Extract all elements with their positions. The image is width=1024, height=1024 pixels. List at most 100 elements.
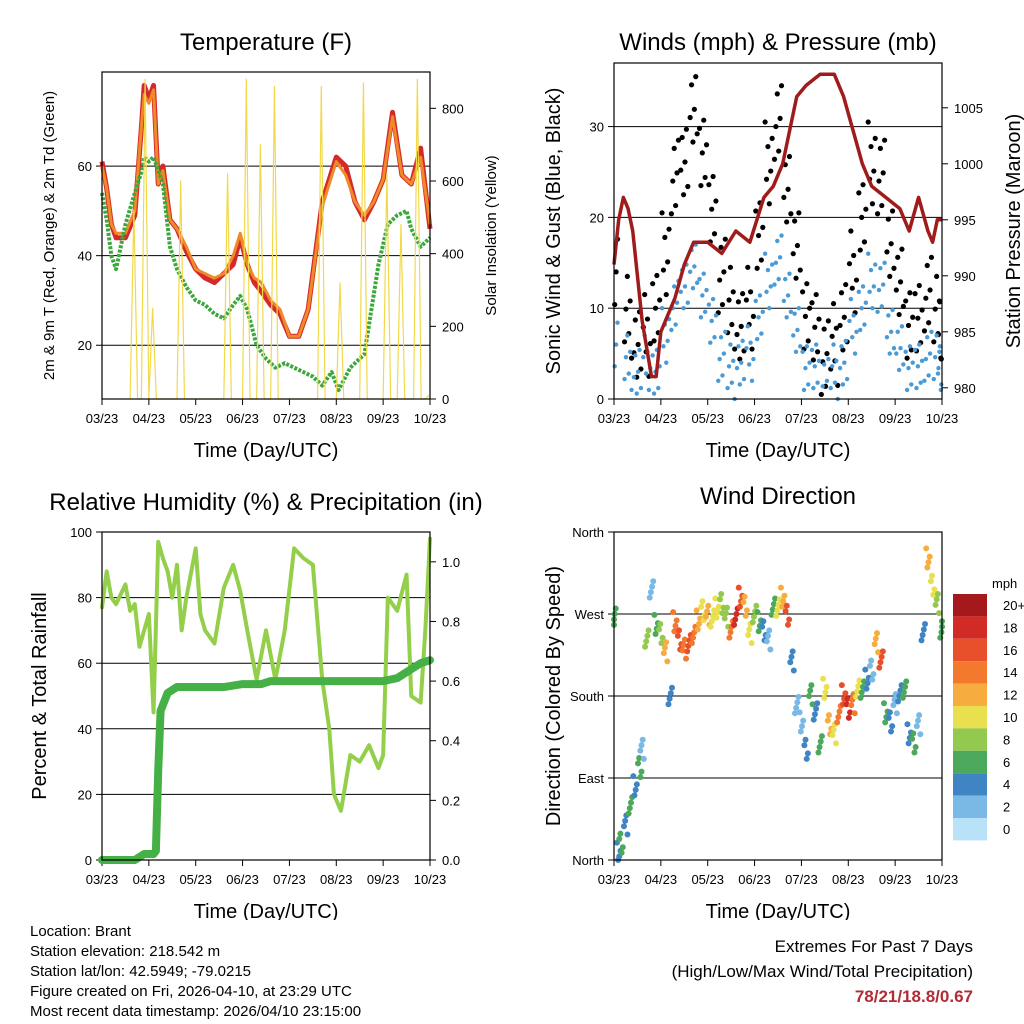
wind-blue-point: [798, 344, 803, 349]
wind-blue-point: [929, 329, 934, 334]
extremes-subtitle: (High/Low/Max Wind/Total Precipitation): [671, 962, 973, 981]
temp-series-orange: [100, 88, 432, 338]
wind-blue-point: [725, 385, 730, 391]
wind-blue-point: [731, 358, 736, 364]
wind-black-point: [838, 290, 845, 296]
wdir-xtick-label: 07/23: [785, 872, 818, 887]
wind-black-point: [755, 232, 762, 239]
direction-point: [773, 612, 780, 619]
wind-blue-point: [776, 276, 781, 282]
direction-point: [767, 646, 774, 653]
wind-black-point: [812, 324, 818, 330]
wind-black-point: [687, 114, 693, 121]
direction-point: [673, 617, 680, 624]
wind-blue-point: [751, 356, 756, 362]
direction-point: [622, 817, 629, 824]
direction-point: [911, 749, 918, 756]
wind-blue-point: [820, 384, 825, 389]
temp-xtick-label: 08/23: [320, 411, 353, 426]
direction-point: [616, 836, 623, 843]
direction-point: [760, 618, 767, 625]
wind-blue-point: [882, 260, 887, 265]
wind-black-point: [721, 269, 727, 275]
wind-blue-point: [651, 391, 657, 396]
wind-blue-point: [843, 338, 848, 344]
direction-point: [735, 584, 742, 591]
wind-black-point: [853, 277, 860, 283]
temp-xtick-label: 05/23: [179, 411, 212, 426]
wind-blue-point: [922, 378, 927, 384]
wind-y2tick-label: 995: [954, 213, 976, 228]
wdir-legend-label: 0: [1003, 822, 1010, 837]
direction-point: [721, 615, 728, 622]
wind-blue-point: [937, 344, 943, 349]
wind-black-point: [896, 311, 902, 318]
direction-point: [650, 578, 657, 585]
wind-black-point: [857, 247, 863, 253]
direction-point: [815, 749, 822, 756]
wind-black-point: [683, 126, 689, 132]
wind-black-point: [771, 156, 778, 162]
wind-blue-point: [637, 347, 642, 353]
wind-black-point: [747, 289, 754, 295]
wind-black-point: [934, 273, 940, 280]
direction-point: [637, 747, 644, 754]
direction-point: [784, 621, 791, 628]
wind-blue-point: [850, 335, 855, 340]
direction-point: [632, 786, 639, 793]
direction-point: [774, 607, 781, 614]
wind-blue-point: [740, 338, 745, 344]
wind-blue-point: [939, 382, 944, 387]
wind-blue-point: [737, 382, 743, 387]
direction-point: [733, 611, 740, 617]
wind-black-point: [833, 325, 839, 331]
wdir-xlabel: Time (Day/UTC): [706, 901, 851, 920]
wind-ytick-label: 20: [590, 210, 604, 225]
wind-black-point: [654, 272, 660, 279]
wind-black-point: [897, 279, 904, 285]
direction-point: [647, 589, 654, 596]
wind-black-point: [682, 159, 688, 165]
wind-black-point: [792, 218, 798, 224]
wind-black-point: [726, 297, 732, 303]
wind-ylabel: Sonic Wind & Gust (Blue, Black): [543, 88, 565, 375]
wind-blue-point: [656, 385, 661, 391]
wind-black-point: [860, 182, 866, 188]
wind-black-point: [904, 355, 910, 361]
wind-blue-point: [709, 318, 714, 324]
wind-blue-point: [713, 313, 719, 318]
direction-point: [862, 666, 869, 673]
direction-point: [754, 609, 761, 616]
rh-ytick-label: 80: [78, 591, 92, 606]
direction-point: [870, 671, 877, 678]
direction-point: [787, 659, 794, 666]
direction-point: [924, 564, 931, 571]
wind-black-point: [818, 391, 824, 398]
wdir-xtick-label: 09/23: [879, 872, 912, 887]
wdir-title: Wind Direction: [700, 483, 856, 510]
wind-black-point: [821, 326, 827, 332]
wind-black-point: [868, 143, 874, 150]
rh-xtick-label: 04/23: [133, 872, 166, 887]
wind-black-point: [670, 178, 676, 184]
direction-point: [890, 702, 897, 709]
direction-point: [770, 600, 777, 607]
wind-blue-point: [665, 338, 670, 344]
wind-black-point: [905, 322, 912, 329]
rh-title: Relative Humidity (%) & Precipitation (i…: [49, 489, 482, 516]
direction-point: [854, 688, 861, 695]
wind-ytick-label: 0: [597, 392, 604, 407]
direction-point: [694, 626, 701, 633]
wind-blue-point: [697, 276, 702, 282]
wind-blue-point: [898, 345, 903, 351]
temp-plot-area: [99, 78, 433, 400]
wind-blue-point: [926, 373, 931, 378]
wind-black-point: [678, 167, 684, 173]
wind-plot-area: [612, 72, 944, 402]
wind-black-point: [889, 208, 896, 214]
direction-point: [780, 598, 787, 605]
rh-y2tick-label: 0.4: [442, 734, 460, 749]
direction-point: [876, 664, 883, 671]
wdir-xtick-label: 03/23: [598, 872, 631, 887]
wdir-legend-swatch: [953, 683, 987, 706]
